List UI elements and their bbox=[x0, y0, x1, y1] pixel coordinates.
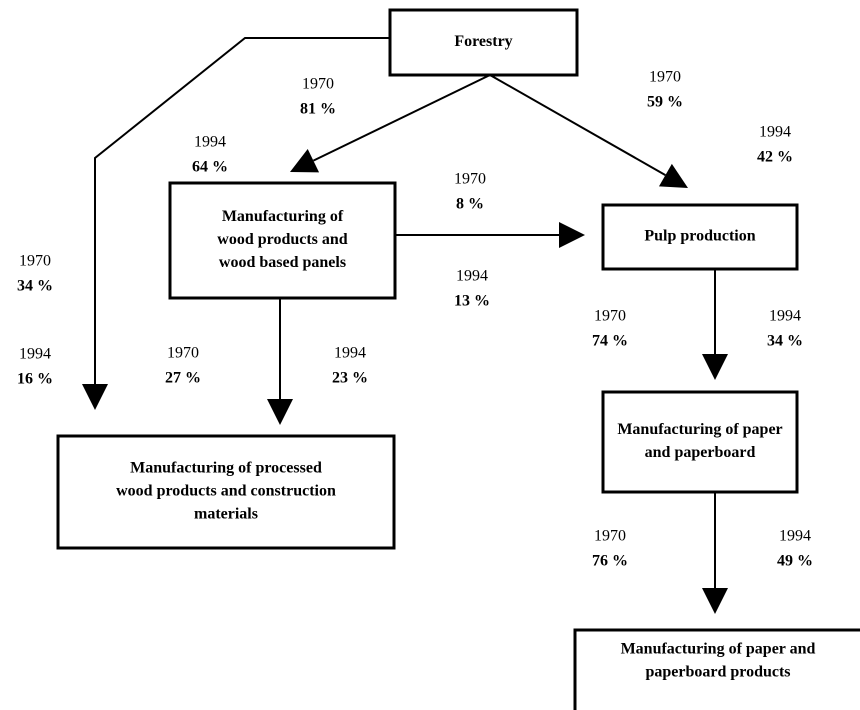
node-label: materials bbox=[194, 506, 258, 523]
edge-share: 74 % bbox=[592, 333, 628, 350]
edge-year: 1970 bbox=[302, 76, 334, 93]
edge-year: 1994 bbox=[19, 346, 51, 363]
edge-line bbox=[489, 74, 666, 176]
edge-year: 1994 bbox=[194, 134, 226, 151]
edge-year: 1994 bbox=[769, 308, 801, 325]
edge-share: 42 % bbox=[757, 149, 793, 166]
arrow-head bbox=[267, 399, 293, 425]
edge-share: 76 % bbox=[592, 553, 628, 570]
node-label: Forestry bbox=[454, 33, 512, 50]
node-box bbox=[573, 628, 860, 710]
node-box bbox=[388, 8, 579, 77]
node-label: wood products and bbox=[217, 231, 348, 248]
edge-year: 1994 bbox=[456, 268, 488, 285]
arrow-head bbox=[559, 222, 585, 248]
edge-year: 1994 bbox=[779, 528, 811, 545]
node-box bbox=[601, 203, 799, 271]
node-label: Pulp production bbox=[644, 228, 755, 245]
node-label: paperboard products bbox=[645, 664, 790, 681]
edge-year: 1970 bbox=[649, 69, 681, 86]
edge-share: 27 % bbox=[165, 370, 201, 387]
arrow-head bbox=[658, 163, 688, 188]
node-label: and paperboard bbox=[645, 444, 756, 461]
edge-year: 1970 bbox=[167, 345, 199, 362]
node-label: Manufacturing of bbox=[222, 208, 344, 225]
edge-year: 1970 bbox=[19, 253, 51, 270]
arrow-head bbox=[702, 354, 728, 380]
node-box bbox=[56, 434, 396, 550]
edge-line bbox=[312, 74, 491, 162]
edge-share: 23 % bbox=[332, 370, 368, 387]
edge-share: 34 % bbox=[767, 333, 803, 350]
edge-line bbox=[94, 37, 390, 384]
node-box bbox=[601, 390, 799, 494]
edge-year: 1994 bbox=[759, 124, 791, 141]
edge-share: 59 % bbox=[647, 94, 683, 111]
edge-share: 13 % bbox=[454, 293, 490, 310]
arrow-head bbox=[702, 588, 728, 614]
edge-year: 1970 bbox=[454, 171, 486, 188]
edge-share: 81 % bbox=[300, 101, 336, 118]
edge-share: 64 % bbox=[192, 159, 228, 176]
edge-year: 1970 bbox=[594, 528, 626, 545]
arrow-head bbox=[82, 384, 108, 410]
node-box bbox=[168, 181, 397, 300]
edge-share: 34 % bbox=[17, 278, 53, 295]
node-label: Manufacturing of paper bbox=[617, 421, 782, 438]
edge-year: 1994 bbox=[334, 345, 366, 362]
node-label: Manufacturing of paper and bbox=[621, 641, 816, 658]
edge-year: 1970 bbox=[594, 308, 626, 325]
edge-share: 16 % bbox=[17, 371, 53, 388]
node-label: wood based panels bbox=[219, 254, 346, 271]
arrow-head bbox=[290, 148, 320, 173]
edge-share: 8 % bbox=[456, 196, 484, 213]
node-label: wood products and construction bbox=[116, 483, 336, 500]
node-label: Manufacturing of processed bbox=[130, 460, 322, 477]
edge-share: 49 % bbox=[777, 553, 813, 570]
